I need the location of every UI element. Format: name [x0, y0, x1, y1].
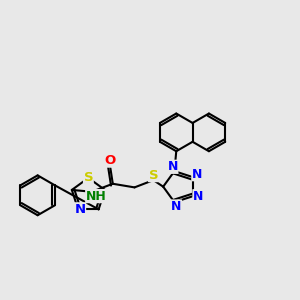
Text: O: O: [104, 154, 116, 167]
Text: NH: NH: [86, 190, 106, 202]
Text: N: N: [171, 200, 181, 213]
Text: N: N: [167, 160, 178, 173]
Text: N: N: [74, 203, 86, 216]
Text: S: S: [84, 171, 93, 184]
Text: N: N: [192, 168, 202, 181]
Text: S: S: [148, 169, 158, 182]
Text: N: N: [193, 190, 203, 203]
